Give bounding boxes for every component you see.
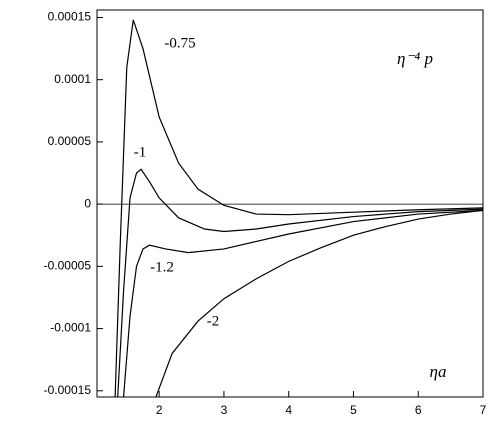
y-tick-label: -0.00015 <box>44 383 92 397</box>
x-tick-label: 2 <box>156 403 163 417</box>
y-tick-label: -0.00005 <box>44 259 92 273</box>
x-tick-label: 3 <box>221 403 228 417</box>
annotation: ηa <box>430 362 447 381</box>
x-tick-label: 6 <box>415 403 422 417</box>
x-tick-label: 4 <box>285 403 292 417</box>
y-tick-label: 0 <box>84 196 91 210</box>
series-label: -1.2 <box>150 259 174 275</box>
x-tick-label: 5 <box>350 403 357 417</box>
series-label: -0.75 <box>164 35 195 51</box>
series-line <box>155 209 483 397</box>
y-tick-label: 0.0001 <box>54 72 91 86</box>
x-tick-label: 7 <box>480 403 487 417</box>
series-line <box>114 19 483 397</box>
plot-frame <box>96 9 484 398</box>
y-tick-label: 0.00005 <box>48 134 92 148</box>
annotation: η⁻⁴ p <box>397 49 433 68</box>
series-label: -1 <box>134 144 147 160</box>
series-label: -2 <box>207 313 220 329</box>
series-line <box>117 168 483 397</box>
series-line <box>122 209 483 397</box>
y-tick-label: 0.00015 <box>48 10 92 24</box>
y-tick-label: -0.0001 <box>50 321 91 335</box>
